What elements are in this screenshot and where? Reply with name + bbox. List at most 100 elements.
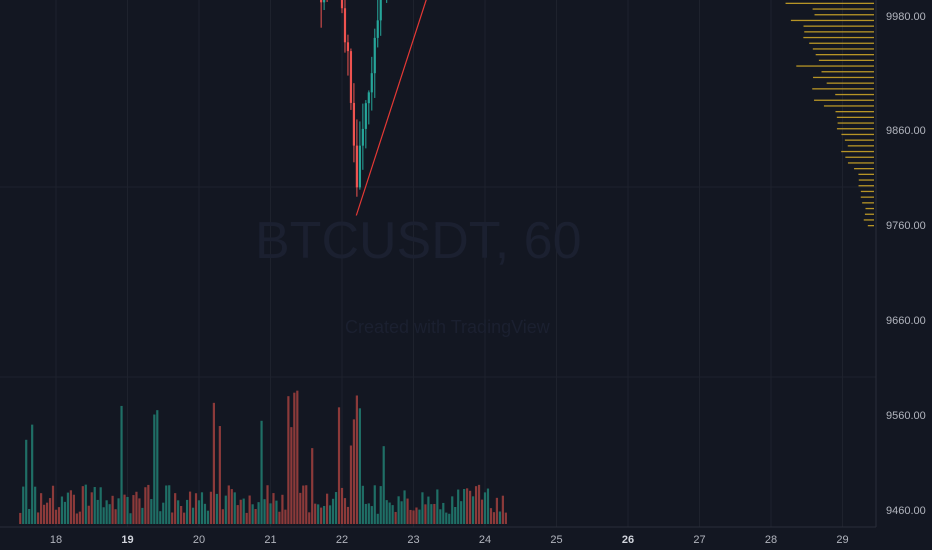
volume-bar bbox=[239, 499, 242, 524]
volume-bar bbox=[373, 485, 376, 524]
volume-profile-row bbox=[836, 116, 874, 118]
volume-bar bbox=[114, 509, 117, 524]
volume-profile bbox=[785, 2, 874, 227]
volume-bar bbox=[376, 513, 379, 524]
volume-profile-row bbox=[847, 145, 874, 147]
volume-profile-row bbox=[823, 105, 874, 107]
volume-bar bbox=[451, 496, 454, 524]
volume-bar bbox=[287, 396, 290, 524]
volume-bar bbox=[129, 513, 132, 524]
volume-bar bbox=[221, 509, 224, 524]
volume-bar bbox=[78, 511, 81, 524]
volume-bar bbox=[69, 490, 72, 524]
price-tick-label: 9460.00 bbox=[886, 505, 926, 517]
candle-body bbox=[355, 145, 358, 188]
volume-profile-row bbox=[796, 65, 874, 67]
volume-bar bbox=[165, 485, 168, 524]
volume-bar bbox=[492, 512, 496, 524]
price-tick-label: 9560.00 bbox=[886, 410, 926, 422]
volume-bar bbox=[343, 498, 347, 524]
candle-body bbox=[352, 102, 356, 146]
volume-bar bbox=[72, 494, 75, 524]
volume-bar bbox=[188, 491, 192, 524]
volume-bar bbox=[323, 505, 326, 524]
candle-body bbox=[370, 73, 373, 93]
volume-bar bbox=[463, 489, 466, 524]
volume-bar bbox=[177, 500, 180, 524]
volume-profile-row bbox=[858, 173, 874, 175]
volume-bar bbox=[99, 487, 102, 524]
volume-bar bbox=[153, 414, 156, 524]
volume-bar bbox=[230, 489, 233, 524]
volume-profile-row bbox=[841, 133, 874, 136]
volume-bar bbox=[218, 426, 221, 524]
volume-bar bbox=[284, 509, 287, 524]
price-axis[interactable]: 11200.0011000.0010800.0010600.0010400.00… bbox=[886, 0, 932, 517]
volume-bar bbox=[174, 493, 177, 524]
volume-bar bbox=[460, 501, 463, 524]
volume-bar bbox=[457, 489, 460, 524]
volume-bar bbox=[477, 484, 481, 524]
time-tick-label: 20 bbox=[193, 534, 205, 546]
volume-bar bbox=[326, 493, 329, 524]
volume-bar bbox=[63, 501, 67, 524]
volume-bar bbox=[388, 502, 391, 524]
candle-body bbox=[373, 37, 376, 74]
candle-body bbox=[349, 51, 353, 103]
volume-bar bbox=[141, 507, 144, 524]
volume-bar bbox=[22, 486, 25, 524]
volume-bar bbox=[361, 485, 364, 524]
volume-bar bbox=[84, 484, 87, 524]
volume-bar bbox=[397, 496, 400, 524]
volume-bar bbox=[147, 484, 150, 524]
triangle-lower-line[interactable] bbox=[355, 0, 556, 216]
volume-bar bbox=[168, 485, 171, 524]
volume-bar bbox=[156, 410, 159, 524]
volume-bar bbox=[260, 420, 263, 524]
volume-profile-row bbox=[835, 111, 874, 113]
volume-bar bbox=[385, 500, 388, 524]
volume-bar bbox=[346, 506, 350, 524]
volume-bar bbox=[45, 502, 49, 524]
volume-profile-row bbox=[836, 128, 874, 130]
volume-profile-row bbox=[813, 76, 874, 79]
volume-profile-row bbox=[863, 219, 874, 221]
volume-bar bbox=[66, 492, 70, 524]
volume-bar bbox=[233, 492, 236, 524]
volume-profile-row bbox=[835, 93, 874, 96]
volume-bar bbox=[317, 504, 320, 524]
volume-bar bbox=[48, 498, 52, 524]
time-axis[interactable]: 18 19 20 21 22 23 24 25 26 27 28 29 bbox=[50, 534, 849, 546]
volume-bar bbox=[364, 503, 367, 524]
volume-profile-row bbox=[860, 190, 874, 193]
volume-bar bbox=[34, 486, 37, 524]
volume-bar bbox=[320, 507, 323, 524]
volume-profile-row bbox=[865, 207, 874, 210]
price-tick-label: 9760.00 bbox=[886, 220, 926, 232]
volume-bar bbox=[257, 502, 260, 524]
candle-body bbox=[379, 0, 382, 21]
volume-bar bbox=[469, 490, 472, 524]
candle-body bbox=[346, 42, 350, 52]
volume-bar bbox=[409, 509, 412, 524]
volume-profile-row bbox=[841, 150, 874, 153]
volume-bar bbox=[290, 427, 293, 524]
price-tick-label: 9660.00 bbox=[886, 315, 926, 327]
volume-bar bbox=[471, 496, 475, 524]
volume-bar bbox=[159, 511, 162, 524]
volume-bar bbox=[126, 496, 129, 524]
candle-body bbox=[358, 145, 361, 188]
watermark-symbol: BTCUSDT, 60 bbox=[255, 212, 582, 270]
volume-profile-row bbox=[812, 88, 874, 90]
candle-body bbox=[320, 0, 323, 3]
volume-profile-row bbox=[809, 42, 874, 44]
volume-bar bbox=[391, 505, 394, 524]
volume-profile-row bbox=[803, 25, 874, 27]
volume-bar bbox=[296, 390, 299, 524]
volume-bar bbox=[442, 502, 445, 524]
volume-bar bbox=[486, 488, 490, 524]
volume-bar bbox=[162, 502, 165, 524]
volume-bar bbox=[209, 491, 213, 524]
volume-profile-row bbox=[821, 71, 874, 73]
